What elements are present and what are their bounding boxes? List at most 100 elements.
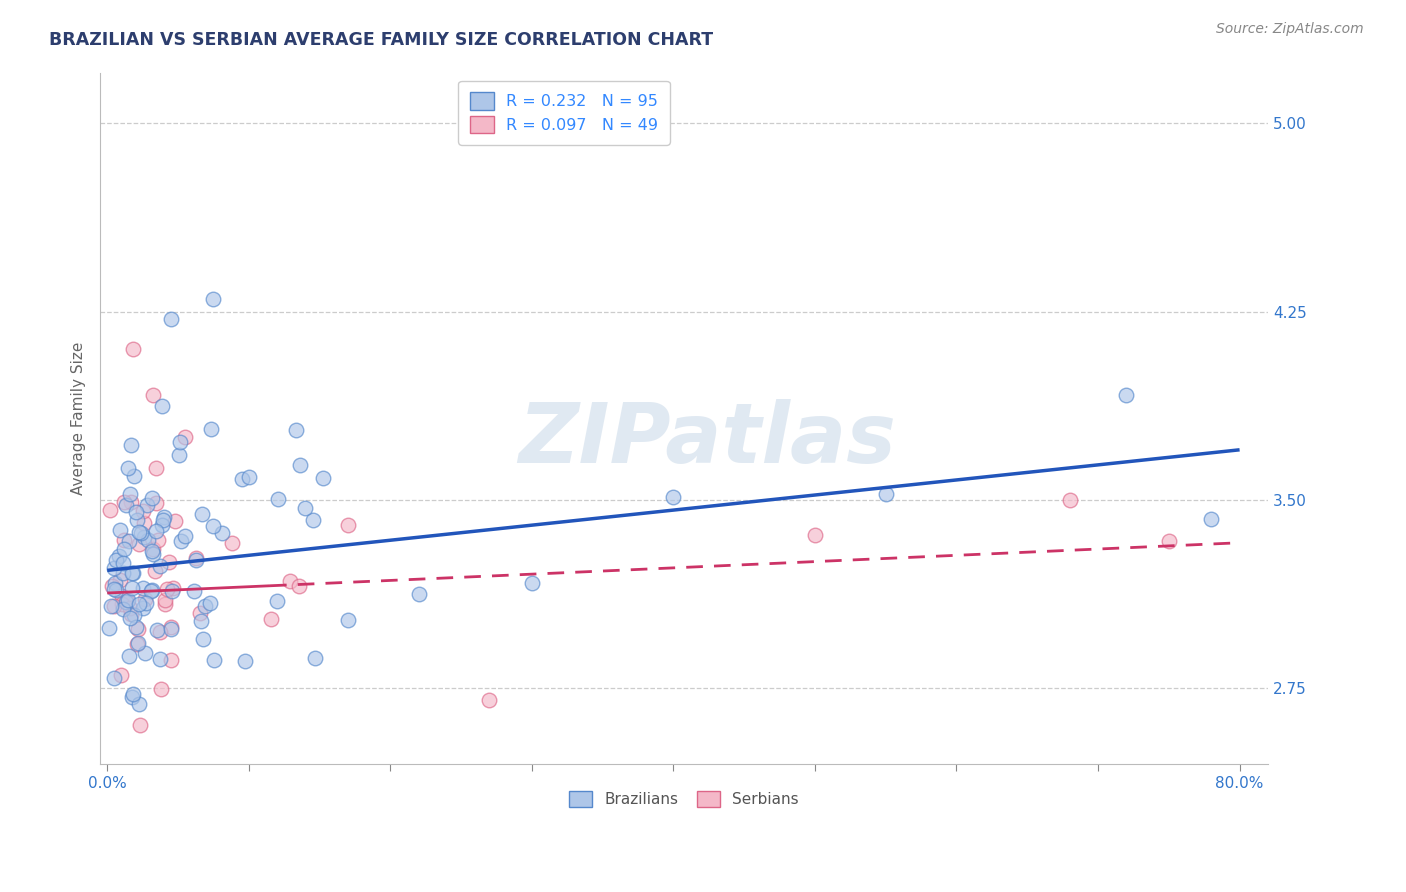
Point	[165, 514, 187, 528]
Point	[408, 587, 430, 601]
Point	[153, 592, 176, 607]
Point	[120, 495, 142, 509]
Point	[139, 584, 162, 599]
Point	[131, 581, 153, 595]
Point	[155, 597, 177, 611]
Point	[194, 599, 217, 613]
Text: Source: ZipAtlas.com: Source: ZipAtlas.com	[1216, 22, 1364, 37]
Point	[135, 596, 157, 610]
Point	[191, 632, 214, 647]
Point	[267, 491, 290, 506]
Point	[132, 516, 155, 530]
Point	[162, 582, 184, 596]
Point	[149, 682, 172, 697]
Point	[152, 513, 174, 527]
Point	[1201, 512, 1223, 526]
Point	[184, 551, 207, 566]
Point	[1115, 388, 1137, 402]
Point	[288, 579, 311, 593]
Point	[142, 548, 165, 562]
Point	[108, 549, 131, 564]
Point	[301, 512, 323, 526]
Point	[112, 494, 135, 508]
Point	[111, 597, 134, 611]
Point	[149, 625, 172, 640]
Point	[169, 434, 191, 449]
Point	[118, 533, 141, 548]
Point	[260, 612, 283, 626]
Point	[136, 498, 159, 512]
Point	[190, 614, 212, 628]
Point	[202, 653, 225, 667]
Point	[304, 650, 326, 665]
Point	[98, 621, 121, 635]
Point	[112, 601, 135, 615]
Point	[103, 561, 125, 575]
Point	[112, 541, 135, 556]
Point	[110, 524, 132, 538]
Point	[1157, 534, 1180, 549]
Point	[125, 513, 148, 527]
Point	[169, 534, 191, 549]
Point	[159, 653, 181, 667]
Point	[108, 573, 131, 587]
Point	[103, 599, 125, 613]
Point	[127, 622, 149, 636]
Point	[520, 575, 543, 590]
Point	[156, 582, 179, 596]
Point	[202, 292, 225, 306]
Point	[111, 556, 134, 570]
Point	[294, 501, 316, 516]
Point	[162, 583, 184, 598]
Point	[122, 469, 145, 483]
Point	[122, 566, 145, 580]
Point	[104, 553, 127, 567]
Point	[173, 529, 195, 543]
Point	[110, 668, 132, 682]
Point	[662, 490, 685, 504]
Point	[231, 472, 253, 486]
Text: BRAZILIAN VS SERBIAN AVERAGE FAMILY SIZE CORRELATION CHART: BRAZILIAN VS SERBIAN AVERAGE FAMILY SIZE…	[49, 31, 713, 49]
Point	[120, 438, 142, 452]
Point	[143, 564, 166, 578]
Point	[121, 687, 143, 701]
Point	[131, 601, 153, 615]
Y-axis label: Average Family Size: Average Family Size	[72, 342, 86, 495]
Point	[202, 518, 225, 533]
Point	[159, 622, 181, 636]
Point	[150, 399, 173, 413]
Point	[117, 460, 139, 475]
Point	[120, 607, 142, 622]
Point	[221, 536, 243, 550]
Point	[105, 582, 128, 597]
Point	[117, 593, 139, 607]
Point	[128, 698, 150, 712]
Point	[128, 536, 150, 550]
Point	[153, 510, 176, 524]
Point	[120, 601, 142, 615]
Point	[191, 507, 214, 521]
Point	[125, 637, 148, 651]
Point	[141, 544, 163, 558]
Point	[285, 423, 308, 437]
Point	[136, 533, 159, 547]
Point	[266, 594, 288, 608]
Point	[127, 636, 149, 650]
Point	[112, 533, 135, 548]
Point	[124, 505, 146, 519]
Point	[121, 343, 143, 357]
Point	[188, 607, 211, 621]
Point	[132, 504, 155, 518]
Point	[141, 387, 163, 401]
Point	[129, 718, 152, 732]
Point	[118, 648, 141, 663]
Point	[160, 620, 183, 634]
Text: ZIPatlas: ZIPatlas	[519, 399, 896, 480]
Point	[134, 591, 156, 606]
Point	[1059, 493, 1081, 508]
Point	[101, 579, 124, 593]
Point	[160, 312, 183, 326]
Point	[104, 576, 127, 591]
Point	[118, 611, 141, 625]
Point	[100, 503, 122, 517]
